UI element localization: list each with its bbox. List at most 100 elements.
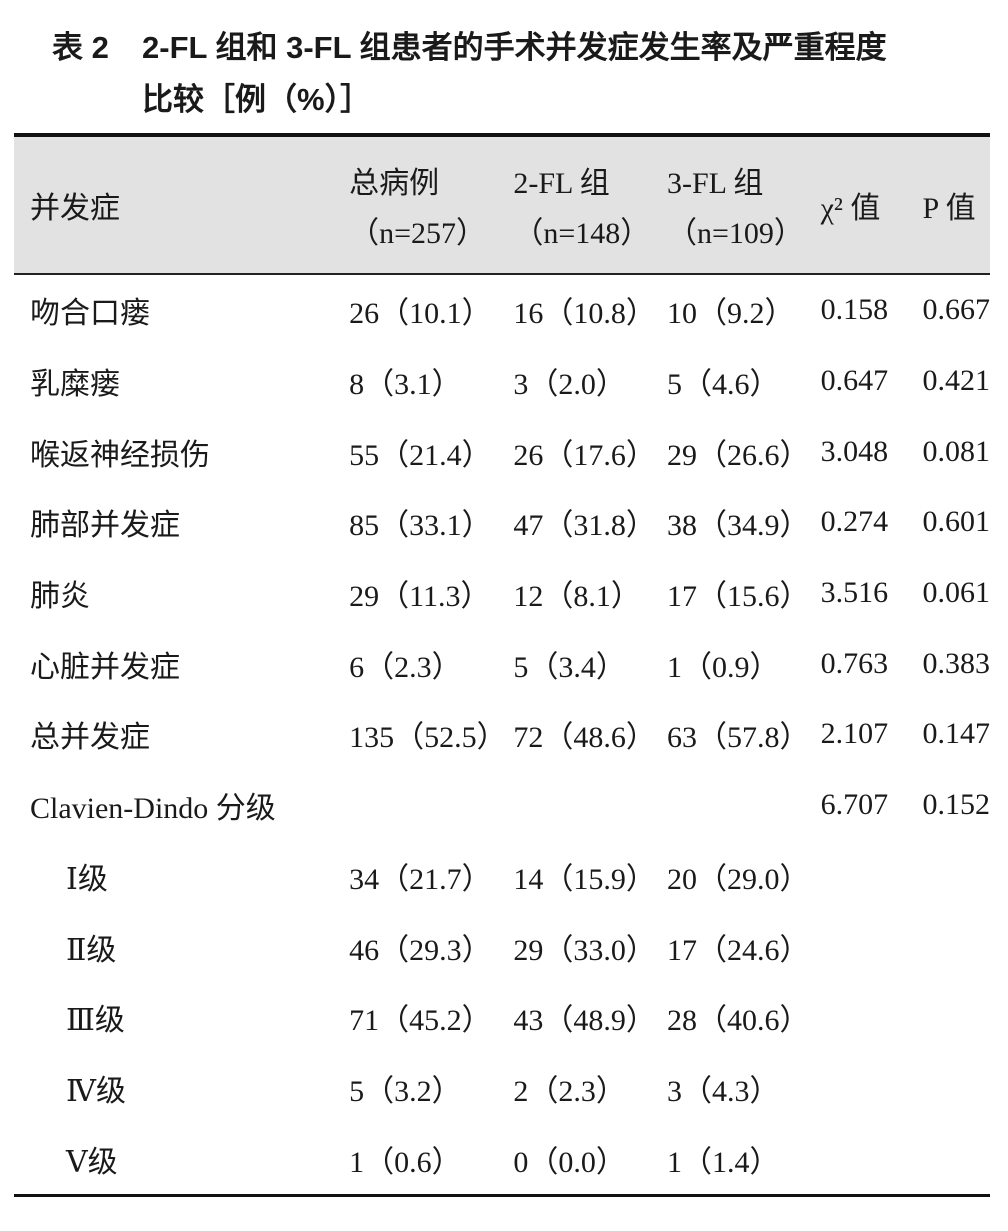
table-row: 乳糜瘘 8（3.1） 3（2.0） 5（4.6） 0.647 0.421	[14, 346, 990, 417]
cell-total: 135（52.5）	[349, 721, 507, 755]
cell-chi2	[821, 1123, 923, 1195]
table-row: 肺部并发症 85（33.1） 47（31.8） 38（34.9） 0.274 0.601	[14, 487, 990, 558]
cell-fl2: 14（15.9）	[513, 862, 656, 896]
cell-fl2: 0（0.0）	[513, 1145, 626, 1179]
cell-name: 喉返神经损伤	[30, 438, 210, 472]
cell-chi2: 6.707	[820, 788, 889, 822]
cell-fl3: 38（34.9）	[666, 509, 810, 543]
cell-name: 心脏并发症	[30, 650, 180, 684]
cell-p: 0.601	[922, 505, 991, 539]
cell-total: 34（21.7）	[349, 862, 492, 896]
caption-line-1: 2-FL 组和 3-FL 组患者的手术并发症发生率及严重程度	[142, 30, 887, 65]
cell-name: 肺炎	[30, 580, 90, 614]
cell-p: 0.152	[922, 788, 991, 822]
cell-fl2: 12（8.1）	[513, 580, 641, 614]
cell-chi2	[821, 982, 923, 1053]
cell-fl2: 5（3.4）	[513, 650, 626, 684]
cell-total: 5（3.2）	[349, 1074, 462, 1108]
table-row: 喉返神经损伤 55（21.4） 26（17.6） 29（26.6） 3.048 0.081	[14, 416, 990, 487]
cell-name: 乳糜瘘	[30, 368, 120, 402]
table-number: 表 2	[52, 30, 109, 65]
table-row: 肺炎 29（11.3） 12（8.1） 17（15.6） 3.516 0.061	[14, 558, 990, 629]
cell-total: 8（3.1）	[349, 368, 462, 402]
cell-total: 6（2.3）	[349, 650, 462, 684]
cell-fl2: 16（10.8）	[513, 297, 656, 331]
cell-fl2: 47（31.8）	[513, 509, 656, 543]
cell-name: 肺部并发症	[30, 509, 180, 543]
cell-name: Clavien-Dindo 分级	[30, 792, 276, 826]
table-caption: 表 2 2-FL 组和 3-FL 组患者的手术并发症发生率及严重程度 比较［例（%…	[52, 22, 887, 126]
table-row: Ⅳ级 5（3.2） 2（2.3） 3（4.3）	[14, 1053, 990, 1124]
table-row: 总并发症 135（52.5） 72（48.6） 63（57.8） 2.107 0.147	[14, 699, 990, 770]
header-row: 并发症 总病例 （n=257） 2-FL 组（n=148） 3-FL 组（n=10…	[14, 135, 990, 274]
cell-p	[923, 1053, 991, 1124]
header-complication: 并发症	[30, 192, 120, 225]
cell-name: Ⅴ级	[66, 1145, 118, 1179]
cell-total	[349, 770, 513, 841]
cell-chi2	[821, 841, 923, 912]
cell-fl3: 17（15.6）	[666, 580, 810, 614]
cell-p	[923, 841, 991, 912]
cell-p	[923, 982, 991, 1053]
cell-fl3: 28（40.6）	[666, 1004, 810, 1038]
cell-p: 0.383	[922, 646, 991, 680]
cell-p: 0.667	[922, 293, 991, 327]
cell-fl3: 17（24.6）	[666, 933, 810, 967]
cell-fl2: 26（17.6）	[513, 438, 656, 472]
cell-chi2: 3.516	[820, 576, 889, 610]
header-chi2: χ² 值	[820, 192, 881, 225]
header-2fl: 2-FL 组（n=148）	[513, 167, 651, 250]
cell-fl2: 3（2.0）	[513, 368, 626, 402]
cell-chi2: 0.158	[820, 293, 889, 327]
cell-name: Ⅳ级	[66, 1074, 126, 1108]
cell-fl3: 3（4.3）	[666, 1074, 780, 1108]
cell-chi2: 0.647	[820, 364, 889, 398]
cell-p	[923, 911, 991, 982]
cell-p: 0.147	[922, 717, 991, 751]
cell-fl3: 29（26.6）	[666, 438, 810, 472]
cell-total: 46（29.3）	[349, 933, 492, 967]
cell-fl2: 2（2.3）	[513, 1074, 626, 1108]
cell-chi2: 2.107	[820, 717, 889, 751]
cell-fl3: 20（29.0）	[666, 862, 810, 896]
cell-total: 85（33.1）	[349, 509, 492, 543]
cell-chi2: 0.274	[820, 505, 889, 539]
complications-table: 并发症 总病例 （n=257） 2-FL 组（n=148） 3-FL 组（n=10…	[14, 133, 990, 1197]
cell-chi2	[821, 911, 923, 982]
cell-total: 71（45.2）	[349, 1004, 492, 1038]
header-p: P 值	[922, 192, 976, 225]
cell-name: 总并发症	[30, 721, 150, 755]
cell-fl3	[667, 770, 821, 841]
cell-p	[923, 1123, 991, 1195]
cell-fl2: 72（48.6）	[513, 721, 656, 755]
cell-p: 0.081	[922, 434, 991, 468]
cell-p: 0.061	[922, 576, 991, 610]
cell-name: Ⅰ级	[66, 862, 108, 896]
cell-total: 55（21.4）	[349, 438, 492, 472]
cell-total: 29（11.3）	[349, 580, 491, 614]
cell-chi2	[821, 1053, 923, 1124]
cell-fl2: 43（48.9）	[513, 1004, 656, 1038]
table-row: Clavien-Dindo 分级 6.707 0.152	[14, 770, 990, 841]
cell-fl2: 29（33.0）	[513, 933, 656, 967]
header-3fl: 3-FL 组（n=109）	[666, 167, 804, 250]
cell-p: 0.421	[922, 364, 991, 398]
table-row: Ⅲ级 71（45.2） 43（48.9） 28（40.6）	[14, 982, 990, 1053]
cell-fl3: 1（1.4）	[666, 1145, 780, 1179]
cell-name: 吻合口瘘	[30, 297, 150, 331]
table-row: Ⅴ级 1（0.6） 0（0.0） 1（1.4）	[14, 1123, 990, 1195]
cell-chi2: 3.048	[820, 434, 889, 468]
cell-total: 1（0.6）	[349, 1145, 462, 1179]
cell-name: Ⅲ级	[66, 1004, 125, 1038]
caption-line-2: 比较［例（%）］	[142, 82, 372, 117]
cell-name: Ⅱ级	[66, 933, 117, 967]
table-row: Ⅰ级 34（21.7） 14（15.9） 20（29.0）	[14, 841, 990, 912]
cell-total: 26（10.1）	[349, 297, 492, 331]
table-row: 心脏并发症 6（2.3） 5（3.4） 1（0.9） 0.763 0.383	[14, 628, 990, 699]
header-total: 总病例 （n=257）	[349, 167, 487, 250]
cell-fl3: 10（9.2）	[666, 297, 795, 331]
table-row: 吻合口瘘 26（10.1） 16（10.8） 10（9.2） 0.158 0.667	[14, 274, 990, 346]
cell-fl3: 1（0.9）	[666, 650, 780, 684]
cell-fl3: 63（57.8）	[666, 721, 810, 755]
cell-fl3: 5（4.6）	[666, 368, 780, 402]
